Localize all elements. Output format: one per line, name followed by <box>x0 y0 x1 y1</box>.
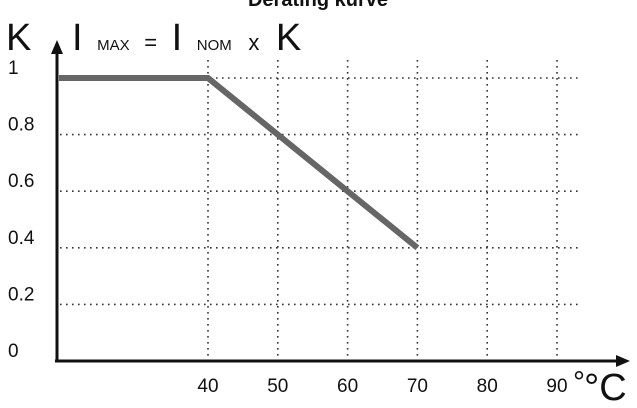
series-layer <box>59 75 420 251</box>
chart-title: Derating kurve <box>248 0 388 11</box>
formula-equals: = <box>144 30 157 55</box>
x-axis-label: °C <box>584 367 627 403</box>
x-tick-label: 50 <box>267 376 288 397</box>
formula-times: x <box>248 30 259 55</box>
y-tick-label: 0.2 <box>8 284 34 305</box>
y-tick-label: 0.4 <box>8 228 35 249</box>
x-tick-label: 40 <box>197 376 218 397</box>
formula-rhs-main: I <box>172 17 183 59</box>
tick-labels: 0 0.2 0.4 0.6 0.8 1 40 50 60 70 80 90 ° <box>8 58 585 399</box>
x-tick-label: 80 <box>477 376 498 397</box>
degree-symbol: ° <box>573 366 585 399</box>
y-tick-label: 0.6 <box>8 171 34 192</box>
formula-lhs-sub: MAX <box>97 37 130 54</box>
y-tick-label: 0 <box>8 341 19 362</box>
formula-factor: K <box>276 17 301 59</box>
y-axis-arrowhead <box>51 40 63 54</box>
x-tick-label: 60 <box>337 376 358 397</box>
x-axis-arrowhead <box>616 355 630 367</box>
axes <box>51 40 630 367</box>
y-tick-label: 0.8 <box>8 115 34 136</box>
derating-series-line <box>59 75 420 251</box>
y-axis-label: K <box>6 17 31 59</box>
formula-rhs-sub: NOM <box>197 37 232 54</box>
formula-text: I MAX = I NOM x K <box>72 17 301 59</box>
grid-lines <box>60 60 580 358</box>
x-tick-label: 90 <box>546 376 567 397</box>
formula-lhs-main: I <box>72 17 83 59</box>
x-tick-label: 70 <box>407 376 428 397</box>
y-tick-label: 1 <box>8 58 19 79</box>
